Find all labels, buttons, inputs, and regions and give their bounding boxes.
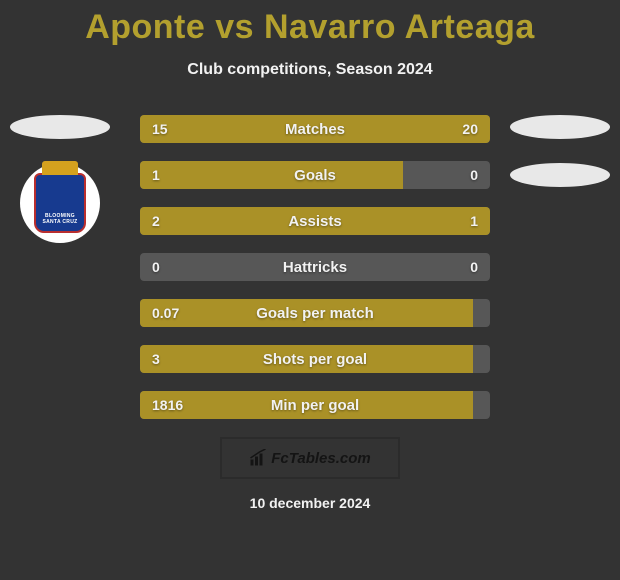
player-badge-left [10, 115, 110, 139]
stat-bar-row: Goals per match0.07 [140, 299, 490, 327]
infographic-container: Aponte vs Navarro Arteaga Club competiti… [0, 0, 620, 580]
date-text: 10 december 2024 [0, 495, 620, 511]
stat-bar-value-left: 3 [152, 345, 160, 373]
stat-bar-label: Min per goal [140, 391, 490, 419]
brand-text: FcTables.com [271, 450, 370, 467]
stat-bar-label: Goals per match [140, 299, 490, 327]
stat-bar-row: Shots per goal3 [140, 345, 490, 373]
crest-text-bottom: SANTA CRUZ [36, 219, 84, 225]
stat-bar-value-right: 0 [470, 253, 478, 281]
club-crest: BLOOMING SANTA CRUZ [20, 163, 100, 243]
stat-bar-label: Goals [140, 161, 490, 189]
stat-bar-value-left: 1 [152, 161, 160, 189]
stat-bar-value-right: 1 [470, 207, 478, 235]
page-title: Aponte vs Navarro Arteaga [0, 0, 620, 47]
crest-shield: BLOOMING SANTA CRUZ [34, 173, 86, 233]
stat-bar-value-left: 2 [152, 207, 160, 235]
stat-bar-label: Assists [140, 207, 490, 235]
stat-bar-value-left: 0 [152, 253, 160, 281]
crest-text: BLOOMING SANTA CRUZ [36, 213, 84, 225]
stat-bar-label: Shots per goal [140, 345, 490, 373]
stat-bar-value-left: 15 [152, 115, 168, 143]
stat-bar-value-left: 1816 [152, 391, 183, 419]
stat-bar-row: Matches15 20 [140, 115, 490, 143]
content-area: BLOOMING SANTA CRUZ Matches1520Goals10As… [0, 115, 620, 419]
stat-bar-value-left: 0.07 [152, 299, 179, 327]
stat-bar-label: Hattricks [140, 253, 490, 281]
stat-bar-row: Assists2 1 [140, 207, 490, 235]
chart-icon [249, 449, 267, 467]
crest-crown-icon [42, 161, 78, 175]
player-badge-right-2 [510, 163, 610, 187]
stat-bar-row: Hattricks0 0 [140, 253, 490, 281]
stat-bar-value-right: 20 [462, 115, 478, 143]
brand-box[interactable]: FcTables.com [220, 437, 400, 479]
stat-bar-row: Min per goal1816 [140, 391, 490, 419]
stat-bars: Matches1520Goals10Assists21Hattricks00Go… [140, 115, 490, 419]
stat-bar-label: Matches [140, 115, 490, 143]
page-subtitle: Club competitions, Season 2024 [0, 61, 620, 79]
player-badge-right-1 [510, 115, 610, 139]
stat-bar-value-right: 0 [470, 161, 478, 189]
stat-bar-row: Goals1 0 [140, 161, 490, 189]
